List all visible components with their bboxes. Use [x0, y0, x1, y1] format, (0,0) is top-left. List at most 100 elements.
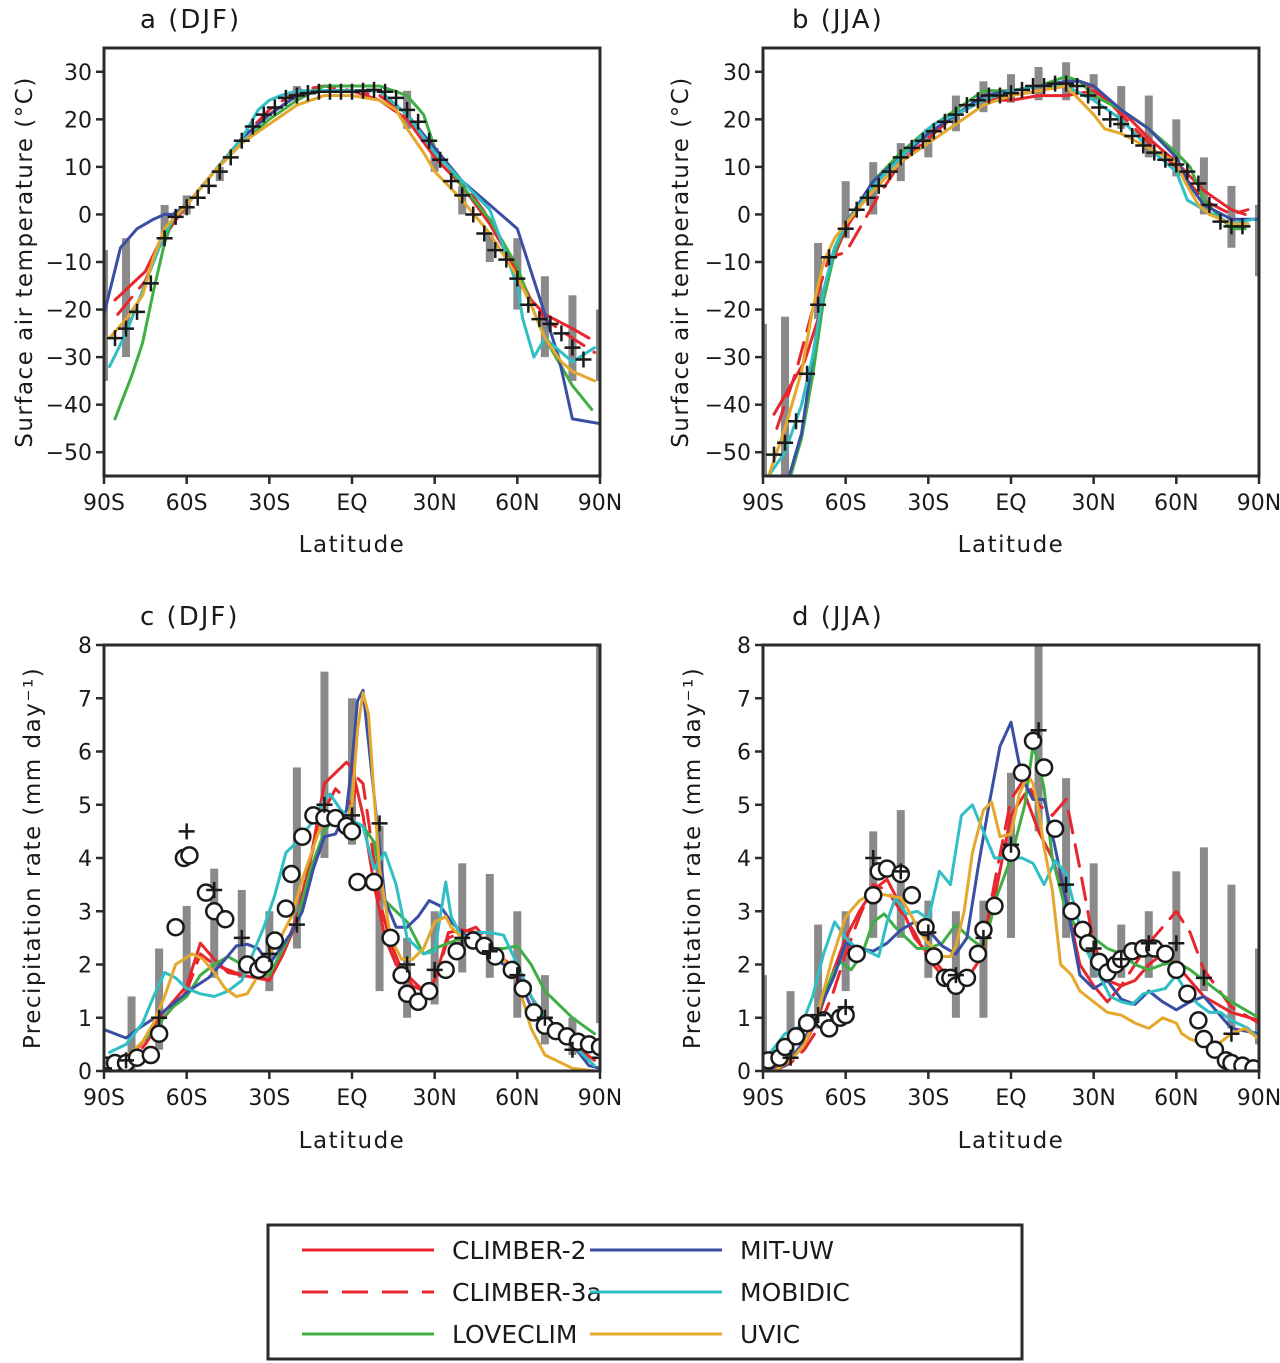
observation-circle — [863, 886, 883, 905]
observation-circle — [149, 1024, 169, 1043]
y-axis-title: Precipitation rate (mm day⁻¹) — [20, 667, 46, 1049]
panel-d: 90S 60S 30S EQ 30N 60N 90N 0 1 2 3 4 5 6 7 8 d (JJA) Lati… — [680, 602, 1280, 1154]
observation-cross — [788, 413, 805, 430]
observation-cross — [1168, 935, 1185, 952]
observation-cross — [399, 101, 416, 118]
observation-cross — [454, 187, 471, 204]
observation-cross — [1140, 935, 1157, 952]
observation-range-bar — [210, 868, 219, 978]
observation-circle — [1205, 1040, 1225, 1059]
x-tick-label: EQ — [336, 1086, 367, 1111]
observation-cross — [509, 270, 526, 287]
observation-cross — [1091, 99, 1108, 116]
observation-range-bar — [786, 991, 795, 1056]
observation-circle — [775, 1037, 795, 1057]
observation-range-bar — [1227, 884, 1236, 1029]
observation-cross — [947, 106, 964, 123]
x-tick-label: 90S — [742, 1086, 784, 1111]
observation-range-bar — [951, 911, 960, 1018]
observation-cross — [399, 956, 416, 973]
observation-circle — [1045, 819, 1065, 838]
y-tick-label: −30 — [705, 346, 751, 371]
observation-cross — [777, 434, 794, 451]
observation-cross — [299, 85, 316, 102]
observation-cross — [476, 225, 493, 242]
legend-label: LOVECLIM — [452, 1320, 578, 1349]
x-tick-label: 90S — [83, 491, 125, 516]
observation-cross — [509, 967, 526, 984]
x-tick-label: 90S — [83, 1086, 125, 1111]
observation-cross — [316, 796, 333, 813]
observation-circle — [1194, 1029, 1214, 1049]
legend: CLIMBER-2 CLIMBER-3a LOVECLIM MIT-UW MOBIDIC… — [266, 1223, 1024, 1361]
observation-cross — [1124, 127, 1141, 144]
panel-title: b (JJA) — [792, 5, 884, 35]
panel-b: 90S 60S 30S EQ 30N 60N 90N −50 −40 −30 −20 −10 0 10 20… — [668, 5, 1280, 558]
observation-range-bar — [104, 250, 108, 381]
x-axis-title: Latitude — [958, 532, 1065, 558]
observation-circle — [797, 1013, 817, 1033]
x-tick-label: 30S — [907, 1086, 949, 1111]
panel-title: a (DJF) — [140, 5, 241, 35]
legend-item: CLIMBER-3a — [302, 1278, 602, 1307]
observation-circle — [1012, 763, 1032, 783]
observation-range-bar — [485, 233, 494, 262]
y-tick-label: −10 — [705, 251, 751, 276]
y-axis-title: Surface air temperature (°C) — [668, 76, 694, 448]
observation-cross — [799, 365, 816, 382]
observation-circle — [513, 979, 533, 998]
observation-cross — [1190, 175, 1207, 192]
observation-circle — [902, 886, 922, 905]
observation-cross — [255, 106, 272, 123]
x-tick-label: 90N — [578, 491, 622, 516]
observation-circle — [1078, 933, 1098, 953]
legend-item: LOVECLIM — [302, 1320, 578, 1349]
observation-cross — [903, 139, 920, 156]
observation-cross — [859, 189, 876, 206]
observation-circle — [342, 822, 362, 841]
observation-cross — [481, 943, 498, 960]
observation-cross — [1085, 940, 1102, 957]
y-tick-label: 0 — [737, 203, 751, 228]
x-tick-label: EQ — [995, 491, 1026, 516]
observation-cross — [810, 296, 827, 313]
observation-cross — [837, 999, 854, 1016]
observation-circle — [1167, 960, 1186, 980]
observation-cross — [975, 929, 992, 946]
y-tick-label: 6 — [737, 741, 751, 766]
observation-cross — [1179, 163, 1196, 180]
observation-cross — [410, 113, 427, 130]
x-tick-label: 60N — [1154, 1086, 1198, 1111]
observation-circle — [381, 928, 400, 948]
observation-cross — [104, 1060, 112, 1071]
observation-circle — [1023, 731, 1043, 751]
observation-cross — [564, 339, 581, 356]
x-tick-label: 90N — [1237, 491, 1280, 516]
x-tick-label: 30N — [1071, 1086, 1115, 1111]
observation-cross — [991, 87, 1008, 104]
observation-circle — [590, 1037, 600, 1057]
observation-circle — [215, 909, 235, 929]
y-tick-label: −30 — [46, 346, 92, 371]
plot-frame — [761, 46, 1261, 478]
y-axis-title: Surface air temperature (°C) — [12, 76, 38, 448]
observation-cross — [344, 807, 360, 824]
observation-circle — [276, 899, 296, 918]
x-tick-label: 30N — [1071, 491, 1115, 516]
y-tick-label: 1 — [737, 1007, 751, 1032]
observation-cross — [1058, 75, 1075, 92]
y-tick-label: −20 — [46, 299, 92, 324]
legend-label: MIT-UW — [740, 1236, 834, 1265]
y-tick-label: 8 — [78, 634, 92, 659]
series-line-mobidic — [108, 89, 596, 369]
x-tick-label: 90S — [742, 491, 784, 516]
observation-cross — [421, 132, 438, 149]
x-tick-label: 90N — [1237, 1086, 1280, 1111]
x-tick-label: EQ — [336, 491, 367, 516]
observation-cross — [371, 815, 388, 832]
observation-cross — [1030, 722, 1047, 739]
observation-cross — [1212, 213, 1229, 230]
observation-cross — [426, 961, 443, 978]
panel-c: 90S 60S 30S EQ 30N 60N 90N 0 1 2 3 4 5 6 7 8 c (DJF) Lati… — [20, 602, 622, 1154]
panel-title: c (DJF) — [140, 602, 240, 632]
